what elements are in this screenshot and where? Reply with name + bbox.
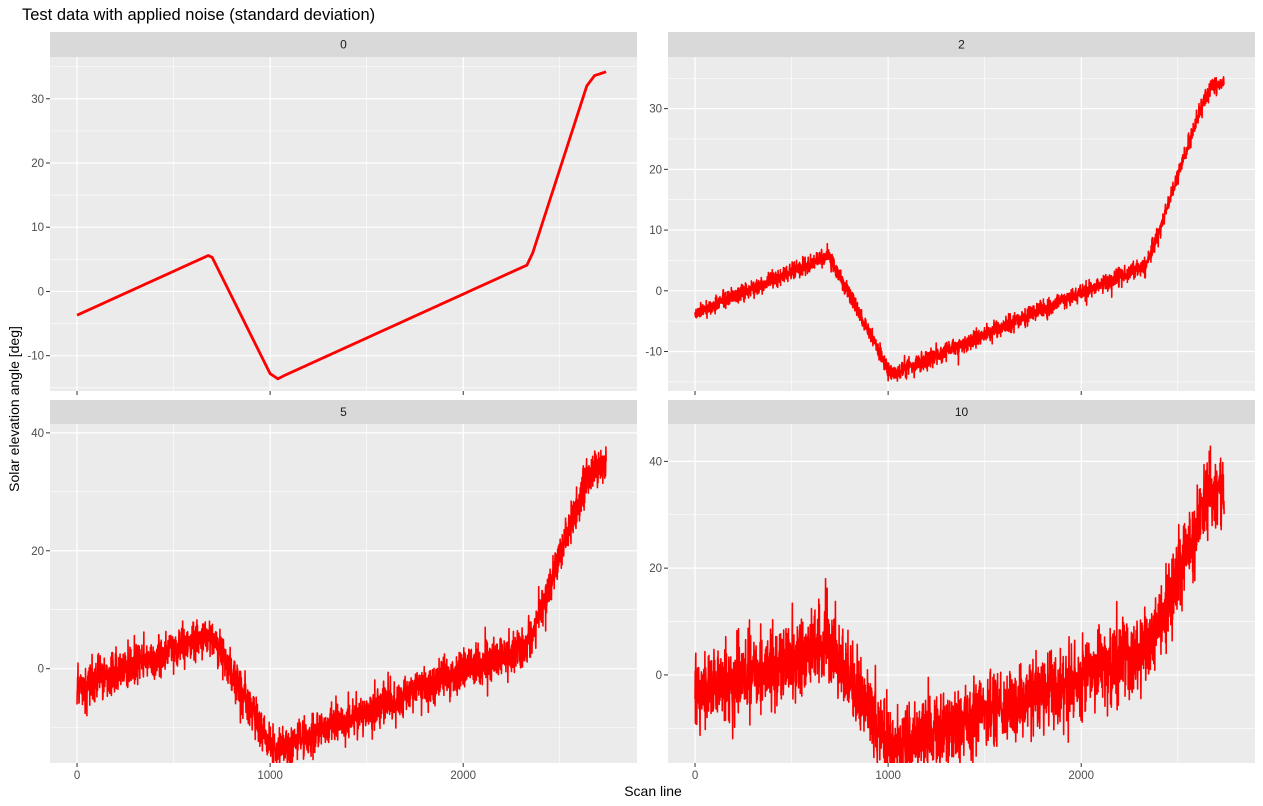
y-tick-label: 20	[649, 563, 662, 575]
y-tick-label: -10	[27, 351, 44, 363]
facet-strip	[668, 400, 1255, 424]
facet-strip-label: 2	[958, 38, 965, 52]
y-tick-label: 20	[31, 546, 44, 558]
series-line-noise-2	[694, 75, 1225, 382]
y-tick-label: 10	[31, 222, 44, 234]
x-tick-label: 1000	[257, 770, 283, 782]
facet-strip-label: 0	[340, 38, 347, 52]
facet-strip-label: 10	[955, 405, 969, 419]
chart-title: Test data with applied noise (standard d…	[22, 6, 376, 24]
y-tick-label: 0	[38, 664, 44, 676]
series-line-noise-0	[76, 70, 607, 381]
y-tick-label: 0	[656, 670, 662, 682]
y-tick-label: 10	[649, 225, 662, 237]
x-tick-label: 2000	[450, 770, 476, 782]
panel-background	[50, 57, 637, 391]
y-tick-label: 30	[649, 104, 662, 116]
y-tick-label: 20	[31, 158, 44, 170]
y-tick-label: 40	[31, 428, 44, 440]
series-line-noise-5	[76, 446, 607, 763]
facet-panel-5: 5 0 20 40 0 1000 2000	[31, 400, 637, 782]
facet-panel-10: 10 0 20 40 0 1000 2000	[649, 400, 1255, 782]
x-tick-label: 0	[74, 770, 80, 782]
x-tick-label: 1000	[875, 770, 901, 782]
panel-background	[668, 57, 1255, 391]
facet-strip	[50, 400, 637, 424]
y-tick-label: 0	[38, 286, 44, 298]
x-tick-label: 0	[692, 770, 698, 782]
facet-strip	[668, 32, 1255, 57]
facet-strip-label: 5	[340, 405, 347, 419]
facet-strip	[50, 32, 637, 57]
y-tick-label: 30	[31, 94, 44, 106]
y-tick-label: 0	[656, 286, 662, 298]
y-tick-label: 40	[649, 456, 662, 468]
y-tick-label: -10	[645, 347, 662, 359]
x-tick-label: 2000	[1068, 770, 1094, 782]
y-axis-title: Solar elevation angle [deg]	[6, 326, 22, 492]
x-axis-title: Scan line	[624, 783, 682, 799]
series-line-noise-10	[694, 445, 1225, 763]
facet-panel-0: 0 -10 0 10 20 30	[27, 32, 637, 395]
y-tick-label: 20	[649, 164, 662, 176]
facet-panel-2: 2 -10 0 10 20 30	[645, 32, 1255, 395]
